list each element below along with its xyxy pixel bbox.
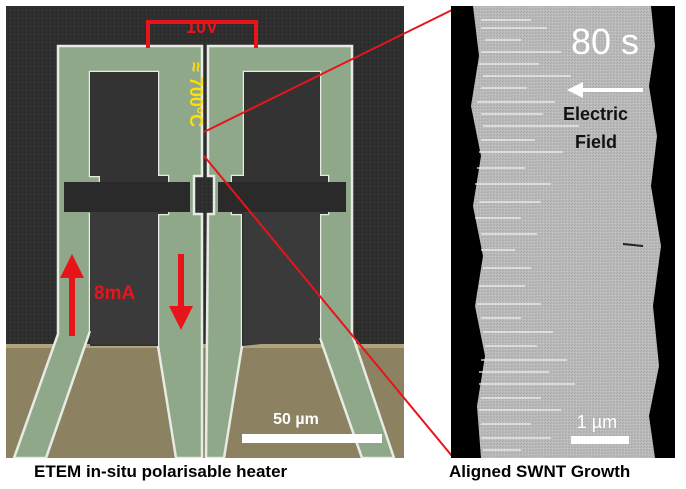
current-down-arrow — [169, 254, 193, 330]
field-label-line1: Electric — [563, 104, 628, 124]
voltage-label: 10V — [186, 17, 218, 37]
current-label: 8mA — [94, 283, 135, 304]
right-caption: Aligned SWNT Growth — [449, 462, 631, 481]
swnt-micrograph: 80 s Electric Field 1 µm — [451, 6, 675, 458]
right-scale-bar — [571, 436, 629, 444]
nanotube-lines — [475, 19, 579, 451]
time-label: 80 s — [571, 21, 639, 62]
left-scale-bar — [242, 434, 382, 443]
left-heater-arm — [12, 44, 204, 458]
current-up-arrow — [60, 254, 84, 336]
swnt-micrograph-svg: 80 s Electric Field 1 µm — [451, 6, 675, 458]
heater-micrograph: 10V ≈ 700°C 8mA 50 µm — [6, 6, 404, 458]
heater-micrograph-svg: 10V ≈ 700°C 8mA 50 µm — [6, 6, 404, 458]
temperature-label: ≈ 700°C — [186, 62, 206, 127]
field-label-line2: Field — [575, 132, 617, 152]
left-caption: ETEM in-situ polarisable heater — [34, 462, 288, 481]
field-direction-arrow — [567, 82, 643, 98]
right-scale-bar-label: 1 µm — [577, 412, 617, 432]
left-scale-bar-label: 50 µm — [273, 411, 319, 428]
sample-strip — [471, 6, 661, 458]
